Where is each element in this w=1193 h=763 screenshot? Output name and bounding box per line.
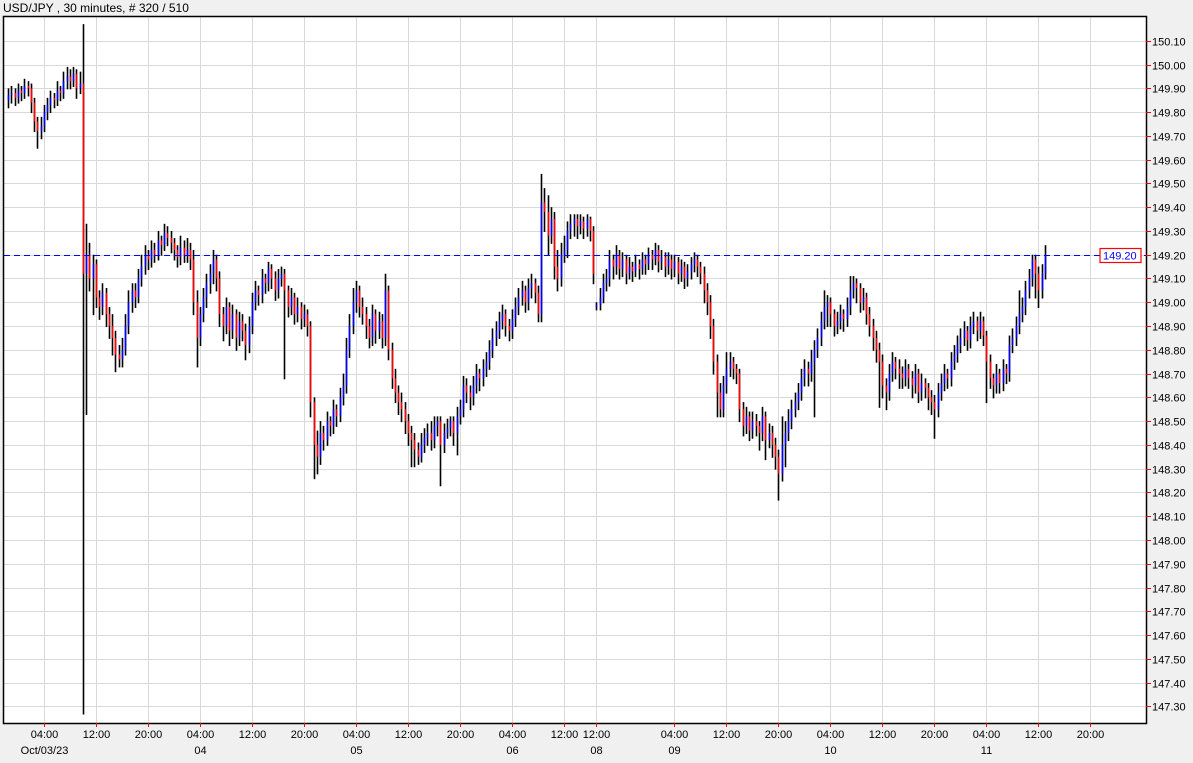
x-tick-label: 12:00 — [713, 729, 741, 741]
x-tick-sublabel: 05 — [350, 745, 362, 757]
y-tick-label: 149.60 — [1152, 156, 1186, 168]
y-tick-label: 147.60 — [1152, 631, 1186, 643]
x-tick-sublabel: 06 — [506, 745, 518, 757]
y-tick-label: 149.40 — [1152, 203, 1186, 215]
x-tick-label: 04:00 — [661, 729, 689, 741]
y-tick-label: 148.30 — [1152, 465, 1186, 477]
x-tick-label: 20:00 — [1077, 729, 1105, 741]
y-tick-label: 147.90 — [1152, 560, 1186, 572]
current-price-label: 149.20 — [1099, 247, 1142, 264]
grid-lines — [4, 17, 1146, 723]
x-tick-label: 20:00 — [135, 729, 163, 741]
price-bars — [7, 24, 1047, 715]
y-tick-label: 148.40 — [1152, 441, 1186, 453]
x-tick-label: 12:00 — [869, 729, 897, 741]
y-tick-label: 147.70 — [1152, 607, 1186, 619]
x-tick-sublabel: 08 — [590, 745, 602, 757]
price-axis[interactable]: 150.10 150.00 149.90 149.80 149.70 149.60 149.… — [1146, 37, 1186, 714]
x-tick-label: 12:00 — [1025, 729, 1053, 741]
y-tick-label: 148.20 — [1152, 488, 1186, 500]
time-axis[interactable]: 04:00 Oct/03/23 12:00 20:00 04:00 04 12:00 20:0… — [21, 723, 1105, 757]
y-tick-label: 149.00 — [1152, 298, 1186, 310]
x-tick-label: 12:00 — [239, 729, 267, 741]
x-tick-label: 12:00 — [551, 729, 579, 741]
x-tick-label: 04:00 — [973, 729, 1001, 741]
x-tick-sublabel: Oct/03/23 — [21, 745, 69, 757]
current-price-value: 149.20 — [1103, 251, 1137, 263]
current-price-box — [1099, 247, 1142, 264]
y-tick-label: 147.80 — [1152, 584, 1186, 596]
y-tick-label: 147.40 — [1152, 679, 1186, 691]
y-tick-label: 149.70 — [1152, 132, 1186, 144]
y-tick-label: 150.10 — [1152, 37, 1186, 49]
y-tick-label: 149.90 — [1152, 84, 1186, 96]
y-tick-label: 148.10 — [1152, 512, 1186, 524]
x-tick-label: 04:00 — [499, 729, 527, 741]
y-tick-label: 148.70 — [1152, 370, 1186, 382]
x-tick-sublabel: 10 — [824, 745, 836, 757]
y-tick-label: 149.10 — [1152, 274, 1186, 286]
x-tick-label: 04:00 — [31, 729, 59, 741]
y-tick-label: 148.80 — [1152, 346, 1186, 358]
y-tick-label: 148.90 — [1152, 322, 1186, 334]
x-tick-sublabel: 09 — [668, 745, 680, 757]
y-tick-label: 150.00 — [1152, 61, 1186, 73]
plot-area — [2, 15, 1148, 725]
x-tick-label: 20:00 — [447, 729, 475, 741]
x-tick-label: 20:00 — [291, 729, 319, 741]
x-tick-label: 12:00 — [83, 729, 111, 741]
y-tick-label: 147.50 — [1152, 655, 1186, 667]
x-tick-sublabel: 04 — [194, 745, 206, 757]
y-tick-label: 148.50 — [1152, 417, 1186, 429]
x-tick-label: 20:00 — [921, 729, 949, 741]
chart-title: USD/JPY , 30 minutes, # 320 / 510 — [3, 1, 189, 15]
x-tick-label: 04:00 — [187, 729, 215, 741]
y-tick-label: 147.30 — [1152, 702, 1186, 714]
y-tick-label: 148.60 — [1152, 393, 1186, 405]
x-tick-label: 04:00 — [817, 729, 845, 741]
x-tick-sublabel: 11 — [981, 745, 992, 757]
y-tick-label: 149.50 — [1152, 179, 1186, 191]
y-tick-label: 149.80 — [1152, 108, 1186, 120]
x-tick-label: 12:00 — [583, 729, 611, 741]
y-tick-label: 148.00 — [1152, 536, 1186, 548]
y-tick-label: 149.30 — [1152, 227, 1186, 239]
x-tick-label: 04:00 — [343, 729, 371, 741]
y-tick-label: 149.20 — [1152, 251, 1186, 263]
plot-background — [4, 17, 1146, 723]
x-tick-label: 20:00 — [765, 729, 793, 741]
x-tick-label: 12:00 — [395, 729, 423, 741]
